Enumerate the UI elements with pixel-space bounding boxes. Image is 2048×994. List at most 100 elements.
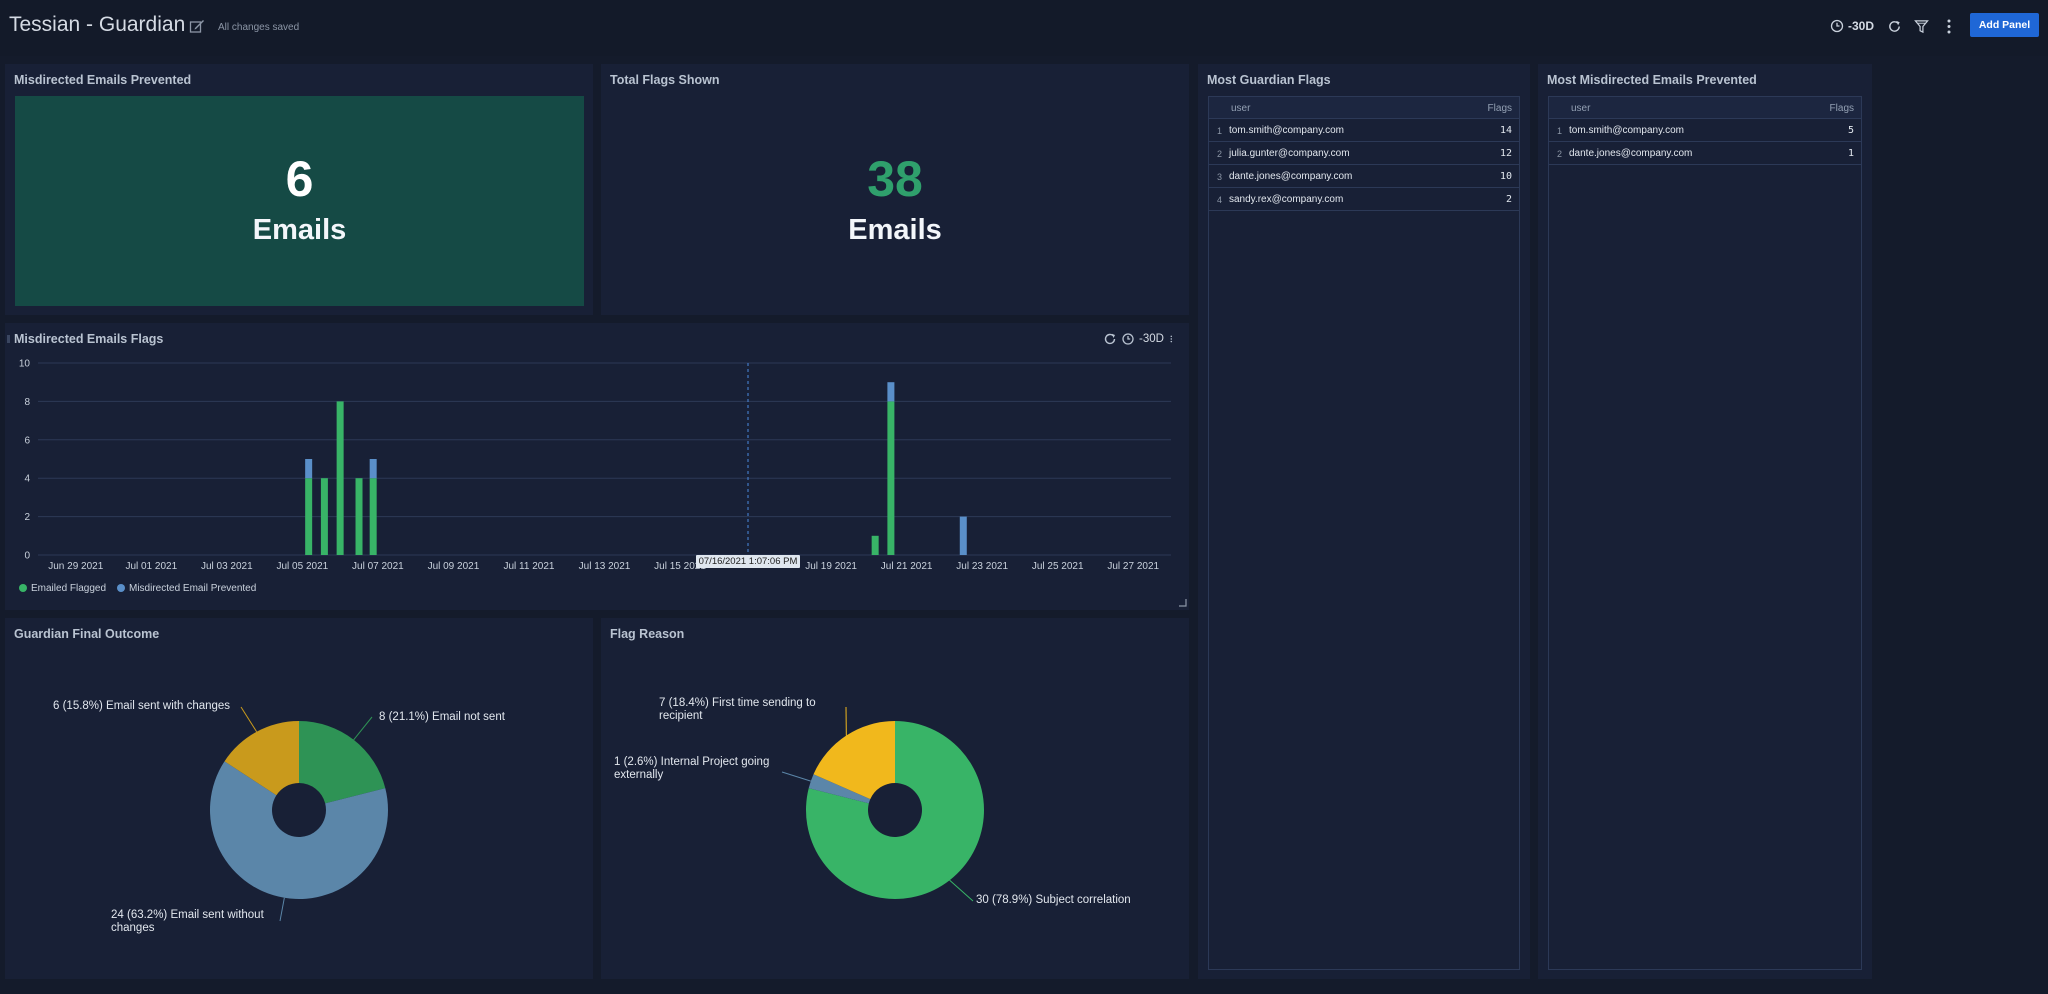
slice-label: 1 (2.6%) Internal Project going external… [614,756,770,781]
refresh-icon[interactable] [1103,332,1117,346]
row-rank: 2 [1217,149,1223,159]
resize-handle-icon[interactable] [1179,599,1187,607]
save-status: All changes saved [218,22,300,33]
table-row[interactable]: 1 tom.smith@company.com 5 [1549,119,1861,142]
column-header-user[interactable]: user [1571,103,1591,114]
table-row[interactable]: 2 julia.gunter@company.com 12 [1209,142,1519,165]
bar-segment[interactable] [887,382,895,402]
x-tick-label: Jul 19 2021 [805,561,857,572]
row-flags: 14 [1499,125,1512,136]
filter-icon[interactable] [1914,19,1929,34]
row-rank: 2 [1557,149,1563,159]
leader-line [949,879,974,902]
donut-chart [781,706,984,902]
top-bar: Tessian - Guardian All changes saved -30… [0,0,2048,56]
row-flags: 5 [1847,125,1854,136]
x-tick-label: Jun 29 2021 [48,561,103,572]
x-tick-label: Jul 07 2021 [352,561,404,572]
x-tick-label: Jul 27 2021 [1107,561,1159,572]
table-row[interactable]: 3 dante.jones@company.com 10 [1209,165,1519,188]
bar-segment[interactable] [369,459,377,479]
panel-flag-reason: Flag Reason 30 (78.9%) Subject correlati… [601,618,1189,979]
y-tick-label: 0 [24,551,30,562]
bar-segment[interactable] [871,535,879,555]
row-rank: 1 [1217,126,1223,136]
more-vertical-icon[interactable] [1169,332,1177,346]
dashboard-title: Tessian - Guardian [9,13,186,36]
x-tick-label: Jul 01 2021 [125,561,177,572]
bar-segment[interactable] [887,401,895,555]
table-row[interactable]: 1 tom.smith@company.com 14 [1209,119,1519,142]
panel-title: Most Guardian Flags [1207,73,1331,87]
panel-time-range[interactable]: -30D [1139,333,1164,345]
donut-slice[interactable] [209,761,388,899]
x-tick-label: Jul 13 2021 [579,561,631,572]
more-vertical-icon[interactable] [1941,18,1957,35]
leader-line [279,897,285,922]
bar-segment[interactable] [320,478,328,555]
leaderboard-table: user Flags 1 tom.smith@company.com 14 2 … [1208,96,1520,970]
row-rank: 3 [1217,172,1223,182]
column-header-flags[interactable]: Flags [1829,103,1854,114]
slice-label: 8 (21.1%) Email not sent [379,711,505,723]
row-flags: 10 [1499,171,1512,182]
legend-dot [19,584,27,592]
legend-label: Emailed Flagged [31,583,107,594]
legend-dot [117,584,125,592]
table-row[interactable]: 4 sandy.rex@company.com 2 [1209,188,1519,211]
row-rank: 4 [1217,195,1223,205]
legend-item[interactable]: Emailed Flagged [19,583,106,594]
donut-slice[interactable] [808,774,871,804]
row-user: sandy.rex@company.com [1229,194,1344,205]
total-flags-unit: Emails [848,214,942,246]
clock-icon[interactable] [1830,19,1844,33]
column-header-flags[interactable]: Flags [1487,103,1512,114]
row-user: tom.smith@company.com [1569,125,1684,136]
total-flags-value: 38 [867,151,923,207]
time-range-selector[interactable]: -30D [1848,19,1875,33]
row-user: julia.gunter@company.com [1229,148,1350,159]
y-tick-label: 4 [24,474,30,485]
legend-item[interactable]: Misdirected Email Prevented [117,583,256,594]
row-flags: 12 [1499,148,1512,159]
panel-title: Total Flags Shown [610,73,720,87]
donut-slice[interactable] [806,721,984,899]
donut-chart [209,706,388,922]
panel-guardian-final-outcome: Guardian Final Outcome 8 (21.1%) Email n… [5,618,593,979]
panel-title: Misdirected Emails Prevented [14,73,192,87]
donut-slice[interactable] [224,721,299,796]
misdirected-prevented-value-box: 6 Emails [15,96,584,306]
hover-tooltip: 07/16/2021 1:07:06 PM [696,555,800,568]
bar-segment[interactable] [959,516,967,555]
misdirected-prevented-value: 6 [285,151,314,207]
add-panel-button[interactable]: Add Panel [1970,13,2039,37]
x-tick-label: Jul 21 2021 [881,561,933,572]
x-tick-label: Jul 05 2021 [277,561,329,572]
slice-label: 6 (15.8%) Email sent with changes [53,700,231,712]
column-header-user[interactable]: user [1231,103,1251,114]
bar-segment[interactable] [355,478,363,555]
edit-icon[interactable] [189,18,205,34]
row-user: dante.jones@company.com [1229,171,1353,182]
x-tick-label: Jul 03 2021 [201,561,253,572]
refresh-icon[interactable] [1887,19,1902,34]
donut-slice[interactable] [813,721,895,800]
table-row[interactable]: 2 dante.jones@company.com 1 [1549,142,1861,165]
bar-segment[interactable] [305,459,313,479]
panel-title: Misdirected Emails Flags [14,332,164,346]
bar-segment[interactable] [305,478,313,555]
clock-icon[interactable] [1121,332,1135,346]
drag-handle[interactable] [7,335,10,343]
donut-slice[interactable] [299,721,386,804]
x-tick-label: Jul 09 2021 [428,561,480,572]
row-user: dante.jones@company.com [1569,148,1693,159]
row-flags: 2 [1505,194,1512,205]
bar-segment[interactable] [369,478,377,555]
leader-line [240,706,258,732]
y-tick-label: 10 [19,359,31,370]
leaderboard-table: user Flags 1 tom.smith@company.com 5 2 d… [1548,96,1862,970]
bar-segment[interactable] [336,401,344,555]
misdirected-prevented-unit: Emails [252,214,347,246]
row-user: tom.smith@company.com [1229,125,1344,136]
slice-label: 7 (18.4%) First time sending to recipien… [659,697,816,722]
